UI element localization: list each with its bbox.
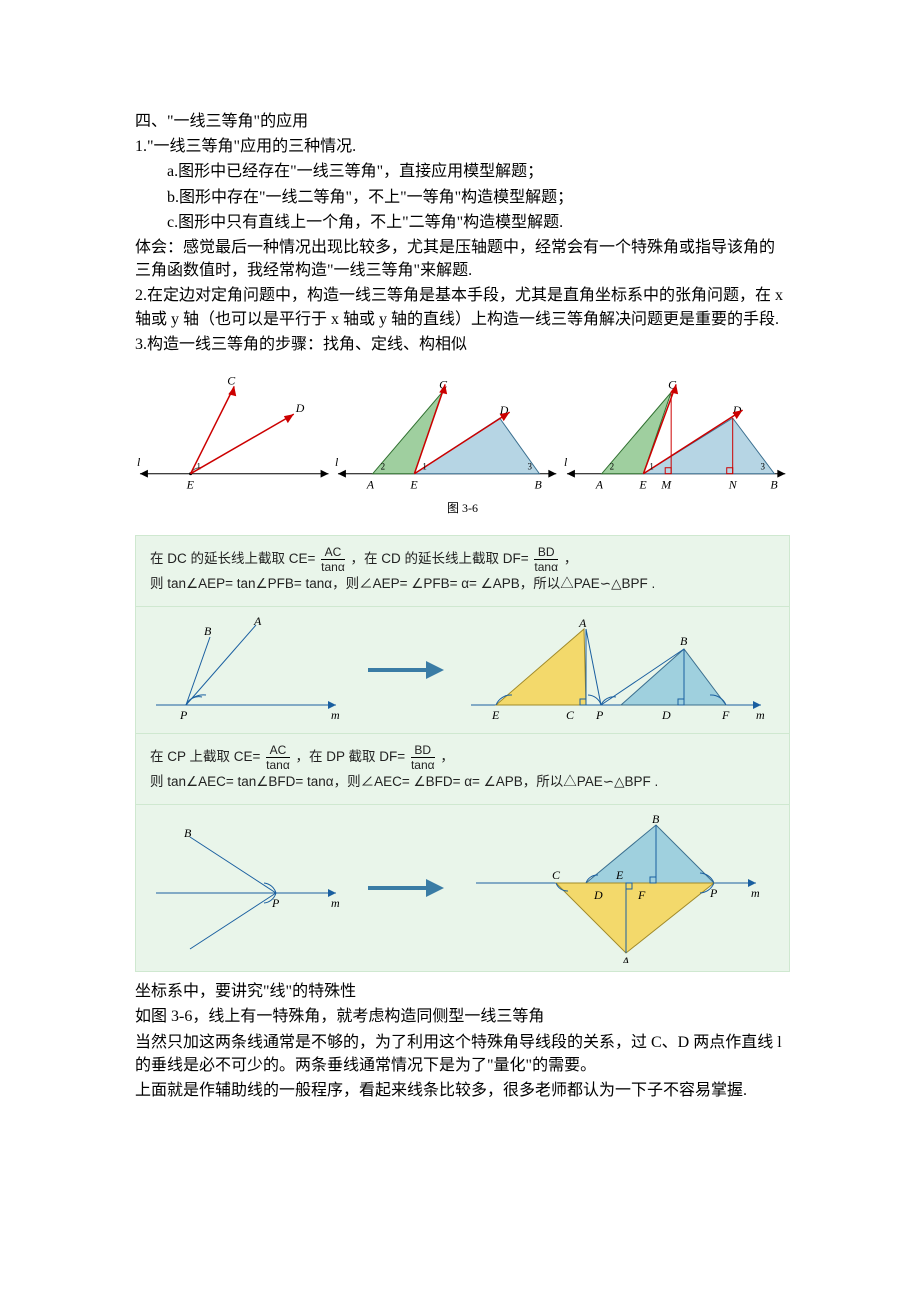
mb2-frac2: BDtanα [411, 744, 435, 771]
p-1a: a.图形中已经存在"一线三等角"，直接应用模型解题； [135, 160, 790, 183]
p-6: 如图 3-6，线上有一特殊角，就考虑构造同侧型一线三等角 [135, 1005, 790, 1028]
svg-text:2: 2 [381, 462, 385, 472]
math-block-1: 在 DC 的延长线上截取 CE= ACtanα ，在 CD 的延长线上截取 DF… [135, 535, 790, 607]
svg-text:E: E [638, 477, 647, 491]
p-3: 2.在定边对定角问题中，构造一线三等角是基本手段，尤其是直角坐标系中的张角问题，… [135, 284, 790, 330]
p-4: 3.构造一线三等角的步骤：找角、定线、构相似 [135, 333, 790, 356]
p-5: 坐标系中，要讲究"线"的特殊性 [135, 980, 790, 1003]
arrow-icon [366, 655, 446, 685]
svg-text:D: D [593, 888, 603, 902]
svg-text:m: m [331, 708, 340, 722]
svg-text:m: m [331, 896, 340, 910]
fig3-6-b: l A B E C D 2 1 3 [333, 374, 561, 494]
svg-text:N: N [727, 477, 737, 491]
svg-text:E: E [615, 868, 624, 882]
svg-text:B: B [535, 477, 542, 491]
fig3-6-a: l E 1 C D [135, 374, 333, 494]
diagram-strip-1: m P A B m E C P A D F B [135, 607, 790, 734]
fig3-6-c: l A E M N B C D 2 1 3 [562, 374, 790, 494]
svg-text:l: l [564, 455, 568, 469]
math-block-2: 在 CP 上截取 CE= ACtanα ，在 DP 截取 DF= BDtanα … [135, 734, 790, 805]
mb1-text-b: ，在 CD 的延长线上截取 DF= [351, 551, 533, 566]
mb2-text-d: 则 tan∠AEC= tan∠BFD= tanα，则∠AEC= ∠BFD= α=… [150, 771, 775, 794]
svg-text:A: A [253, 615, 262, 628]
figure-3-6-caption: 图 3-6 [135, 500, 790, 517]
mb2-text-a: 在 CP 上截取 CE= [150, 749, 264, 764]
svg-text:E: E [491, 708, 500, 722]
svg-text:F: F [637, 888, 646, 902]
svg-text:E: E [186, 477, 195, 491]
figure-3-6: l E 1 C D l A B E C [135, 374, 790, 494]
strip1-right: m E C P A D F B [466, 615, 766, 725]
mb2-text-c: ， [440, 749, 454, 764]
mb2-frac1: ACtanα [266, 744, 290, 771]
svg-text:A: A [594, 477, 603, 491]
svg-text:D: D [295, 401, 305, 415]
svg-text:l: l [137, 455, 141, 469]
svg-text:B: B [184, 826, 192, 840]
mb2-text-b: ，在 DP 截取 DF= [296, 749, 409, 764]
svg-text:A: A [621, 954, 630, 963]
svg-text:1: 1 [649, 462, 653, 472]
svg-text:l: l [335, 455, 339, 469]
mb1-frac1: ACtanα [321, 546, 345, 573]
p-7: 当然只加这两条线通常是不够的，为了利用这个特殊角导线段的关系，过 C、D 两点作… [135, 1031, 790, 1077]
mb1-frac2: BDtanα [534, 546, 558, 573]
svg-text:B: B [652, 813, 660, 826]
svg-text:P: P [271, 896, 280, 910]
mb1-text-a: 在 DC 的延长线上截取 CE= [150, 551, 319, 566]
mb1-text-c: ， [564, 551, 578, 566]
svg-text:C: C [566, 708, 575, 722]
mb1-text-d: 则 tan∠AEP= tan∠PFB= tanα，则∠AEP= ∠PFB= α=… [150, 573, 775, 596]
p-1c: c.图形中只有直线上一个角，不上"二等角"构造模型解题. [135, 211, 790, 234]
section-heading: 四、"一线三等角"的应用 [135, 110, 790, 133]
svg-text:P: P [179, 708, 188, 722]
svg-text:3: 3 [528, 462, 533, 472]
svg-text:E: E [410, 477, 419, 491]
svg-text:B: B [204, 624, 212, 638]
svg-text:B: B [680, 634, 688, 648]
arrow-icon-2 [366, 873, 446, 903]
svg-text:F: F [721, 708, 730, 722]
p-2: 体会：感觉最后一种情况出现比较多，尤其是压轴题中，经常会有一个特殊角或指导该角的… [135, 236, 790, 282]
svg-text:C: C [552, 868, 561, 882]
svg-text:m: m [756, 708, 765, 722]
svg-text:A: A [366, 477, 375, 491]
strip1-left: m P A B [146, 615, 346, 725]
svg-text:M: M [660, 477, 672, 491]
svg-text:P: P [595, 708, 604, 722]
svg-text:2: 2 [609, 462, 613, 472]
p-1b: b.图形中存在"一线二等角"，不上"一等角"构造模型解题； [135, 186, 790, 209]
svg-text:B: B [770, 477, 777, 491]
diagram-strip-2: m P B m P B A C D E [135, 805, 790, 972]
svg-text:C: C [227, 374, 236, 387]
svg-text:3: 3 [760, 462, 765, 472]
p-1: 1."一线三等角"应用的三种情况. [135, 135, 790, 158]
svg-text:1: 1 [423, 462, 427, 472]
svg-text:A: A [578, 616, 587, 630]
strip2-right: m P B A C D E F [466, 813, 766, 963]
document-page: 四、"一线三等角"的应用 1."一线三等角"应用的三种情况. a.图形中已经存在… [0, 0, 920, 1164]
svg-text:D: D [661, 708, 671, 722]
strip2-left: m P B [146, 823, 346, 953]
p-8: 上面就是作辅助线的一般程序，看起来线条比较多，很多老师都认为一下子不容易掌握. [135, 1079, 790, 1102]
svg-text:m: m [751, 886, 760, 900]
